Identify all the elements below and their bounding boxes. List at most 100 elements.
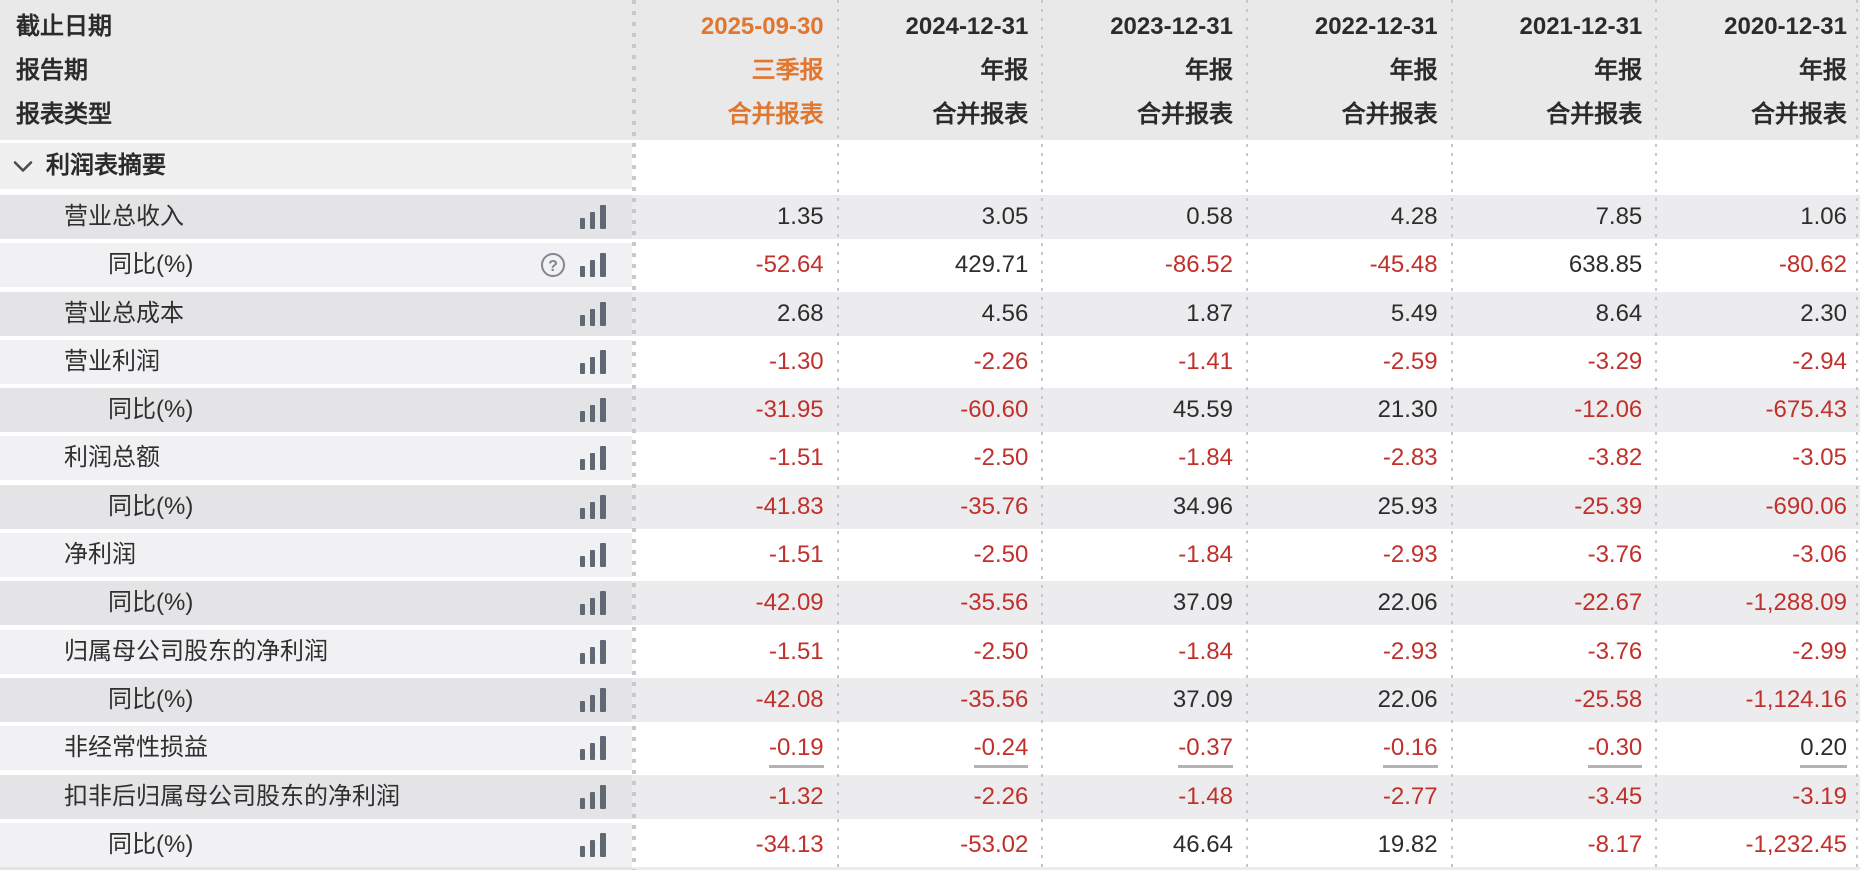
bar-chart-icon[interactable]: [579, 397, 610, 423]
bar-chart-icon[interactable]: [579, 349, 610, 375]
value: -690.06: [1765, 492, 1847, 520]
value: -2.50: [973, 541, 1029, 569]
value-cell: 46.64: [1041, 822, 1246, 867]
table-row: 营业总成本 2.68 4.56 1.87 5.49 8.64 2.30: [0, 291, 1860, 336]
value: -42.08: [755, 685, 824, 713]
value: -35.56: [960, 589, 1029, 617]
bar-chart-icon[interactable]: [579, 735, 610, 761]
value-cell: -1.84: [1041, 629, 1246, 674]
value-cell: -2.77: [1245, 774, 1451, 819]
value-cell: 429.71: [836, 243, 1042, 288]
value-cell: -1.30: [632, 339, 837, 384]
help-circle-icon[interactable]: ?: [541, 253, 565, 278]
table-header: 截止日期 2025-09-30 2024-12-31 2023-12-31 2022-…: [0, 0, 1860, 140]
value: -1.30: [768, 347, 824, 375]
value: -1.84: [1178, 637, 1233, 665]
value-cell: -0.37: [1041, 726, 1246, 771]
bar-chart-icon[interactable]: [579, 784, 610, 810]
value-with-tooltip[interactable]: -0.16: [1382, 733, 1438, 769]
value: -1.84: [1178, 541, 1233, 569]
bar-chart-icon[interactable]: [579, 445, 610, 471]
value-with-tooltip[interactable]: -0.30: [1587, 733, 1643, 769]
value: -1.51: [768, 541, 824, 569]
row-icons: [579, 533, 610, 577]
value-with-tooltip[interactable]: 0.20: [1800, 733, 1847, 769]
bar-chart-icon[interactable]: [579, 252, 610, 278]
value-cell: -1.51: [632, 436, 837, 481]
row-label: 同比(%): [108, 396, 194, 424]
value-cell: -41.83: [632, 484, 837, 529]
value: 429.71: [954, 251, 1029, 279]
value-cell: -1,124.16: [1655, 677, 1860, 722]
value: -45.48: [1369, 251, 1438, 279]
value-cell: 8.64: [1450, 291, 1656, 336]
bar-chart-icon[interactable]: [579, 542, 610, 568]
value: -3.05: [1792, 444, 1847, 472]
value-cell: -34.13: [632, 822, 837, 867]
value-cell: 0.20: [1655, 726, 1860, 771]
bar-chart-icon[interactable]: [579, 204, 610, 230]
value-with-tooltip[interactable]: -0.19: [768, 733, 824, 769]
value-with-tooltip[interactable]: -0.24: [973, 733, 1029, 769]
value: 2.30: [1800, 299, 1847, 327]
value: 34.96: [1172, 492, 1233, 520]
value-cell: -1.84: [1041, 533, 1246, 578]
value-cell: -2.93: [1245, 533, 1451, 578]
value: -3.76: [1587, 541, 1643, 569]
header-row-label-period: 报告期: [16, 57, 88, 84]
value-cell: -2.59: [1245, 339, 1451, 384]
value: 25.93: [1377, 492, 1438, 520]
value-cell: 37.09: [1041, 677, 1246, 722]
value-cell: -35.56: [836, 581, 1042, 626]
value: -80.62: [1778, 251, 1847, 279]
header-cell-report_type-2021-12-31: 合并报表: [1546, 101, 1643, 128]
value-cell: -1.41: [1041, 339, 1246, 384]
value-cell: -2.50: [836, 533, 1042, 578]
row-label-cell: 营业总收入: [0, 195, 632, 239]
value-cell: 37.09: [1041, 581, 1246, 626]
value-cell: 22.06: [1245, 677, 1451, 722]
row-label-cell: 扣非后归属母公司股东的净利润: [0, 774, 632, 819]
row-label-cell: 同比(%): [0, 581, 632, 626]
row-label-cell: 同比(%)?: [0, 243, 632, 288]
bar-chart-icon[interactable]: [579, 494, 610, 520]
value-with-tooltip[interactable]: -0.37: [1178, 733, 1233, 769]
value: 8.64: [1595, 299, 1643, 327]
bar-chart-icon[interactable]: [579, 590, 610, 616]
value: -53.02: [960, 830, 1029, 858]
header-cell-report_type-2022-12-31: 合并报表: [1341, 101, 1438, 128]
value-cell: -86.52: [1041, 243, 1246, 288]
header-cell-report_type-2023-12-31: 合并报表: [1136, 101, 1233, 128]
value-cell: -3.45: [1450, 774, 1656, 819]
value: -25.39: [1574, 492, 1643, 520]
table-body: 营业总收入 1.35 3.05 0.58 4.28 7.85 1.06 同比(%)? -52.6…: [0, 195, 1860, 867]
value-cell: -1.51: [632, 533, 837, 578]
value: -12.06: [1574, 396, 1643, 424]
value-cell: -42.08: [632, 677, 837, 722]
table-row: 非经常性损益 -0.19 -0.24 -0.37 -0.16 -0.30 0.20: [0, 726, 1860, 771]
section-toggle[interactable]: 利润表摘要: [0, 143, 632, 189]
value-cell: 1.35: [632, 195, 837, 239]
value: -3.76: [1587, 637, 1643, 665]
bar-chart-icon[interactable]: [579, 687, 610, 713]
value: 1.87: [1186, 299, 1233, 327]
value-cell: -1.32: [632, 774, 837, 819]
value-cell: -1,288.09: [1655, 581, 1860, 626]
value-cell: 19.82: [1245, 822, 1451, 867]
bar-chart-icon[interactable]: [579, 301, 610, 327]
chevron-down-icon[interactable]: [13, 160, 33, 173]
value-cell: -2.50: [836, 436, 1042, 481]
header-cell-period-2021-12-31: 年报: [1594, 57, 1643, 84]
value: 0.58: [1186, 203, 1233, 230]
value: 46.64: [1172, 830, 1233, 858]
bar-chart-icon[interactable]: [579, 832, 610, 858]
row-label: 营业利润: [64, 347, 160, 375]
value-cell: -8.17: [1450, 822, 1656, 867]
value: 37.09: [1172, 589, 1233, 617]
header-cell-period-2025-09-30: 三季报: [751, 57, 824, 84]
value: 3.05: [981, 203, 1029, 230]
value-cell: -12.06: [1450, 388, 1656, 433]
value-cell: -31.95: [632, 388, 837, 433]
value-cell: 22.06: [1245, 581, 1451, 626]
bar-chart-icon[interactable]: [579, 639, 610, 665]
